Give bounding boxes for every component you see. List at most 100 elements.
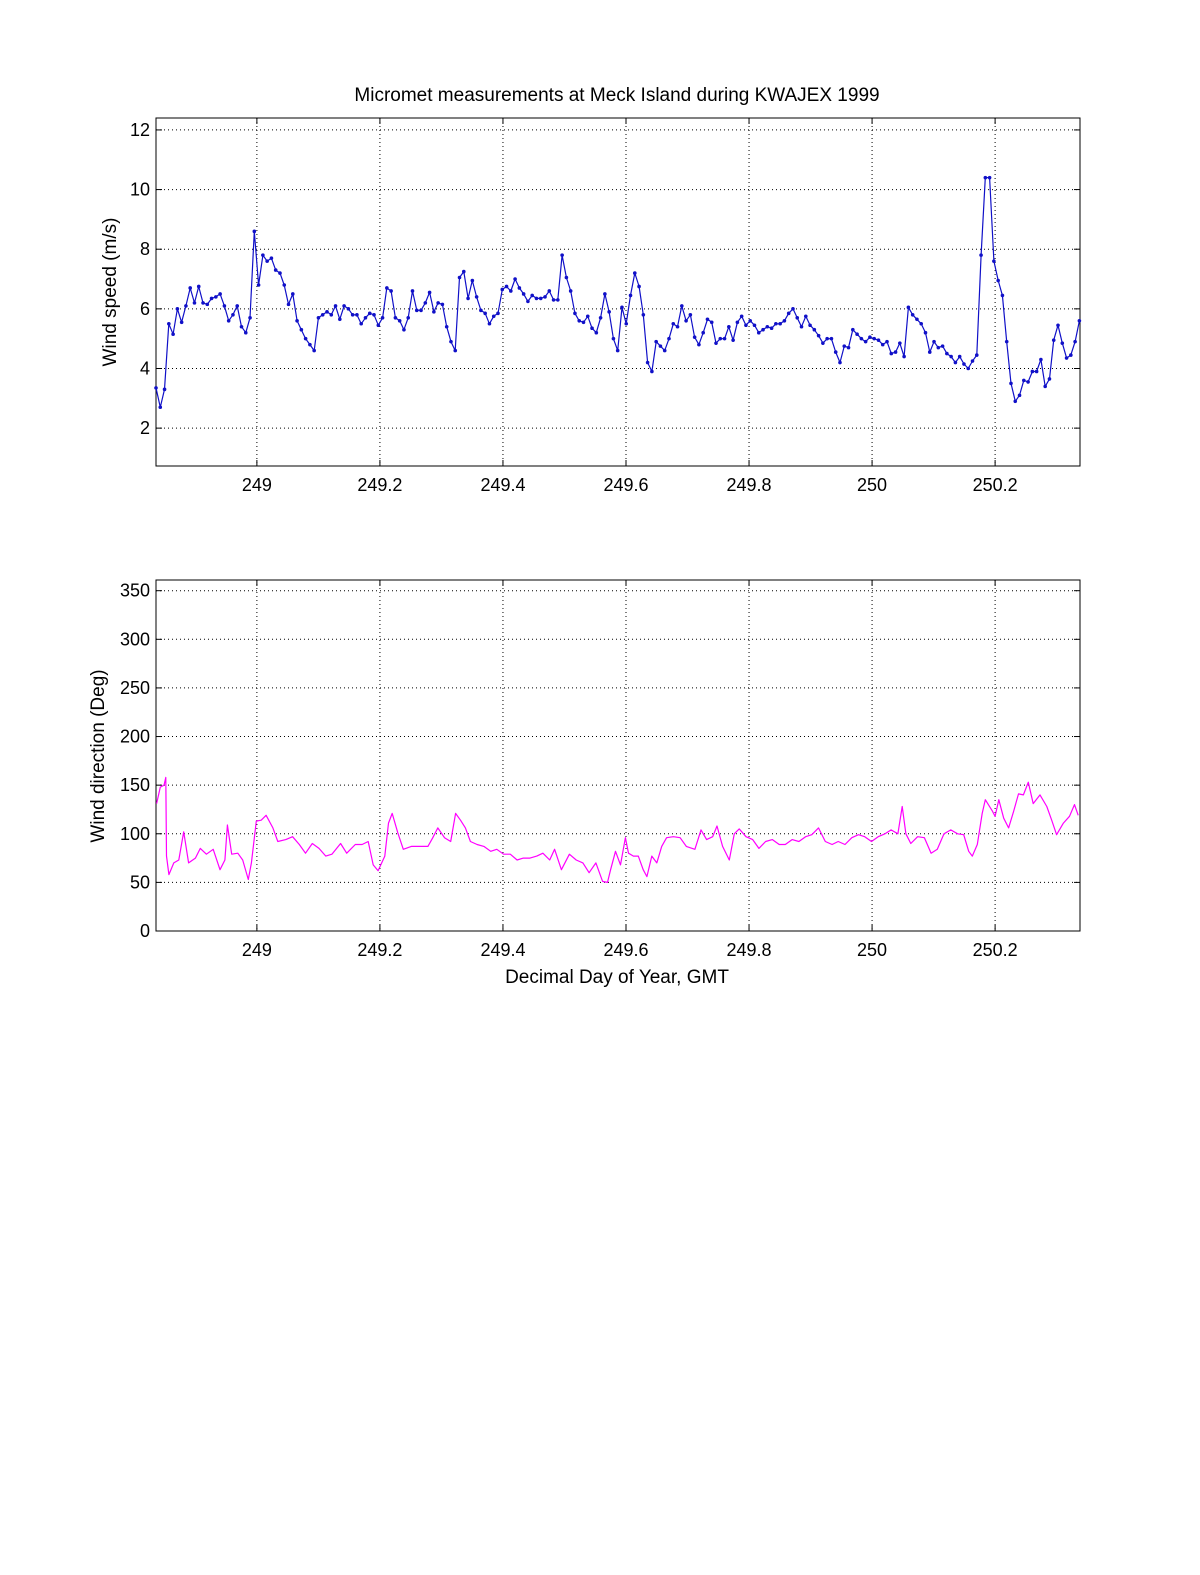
data-point: [256, 283, 261, 287]
data-point: [996, 278, 1000, 283]
x-tick-label: 249.6: [603, 940, 648, 960]
data-point: [179, 320, 184, 325]
data-point: [154, 386, 158, 390]
axes-frame: [155, 579, 1081, 932]
data-point: [987, 175, 992, 180]
data-point: [889, 351, 894, 356]
data-point: [568, 289, 573, 293]
data-point: [803, 314, 808, 319]
data-point: [624, 321, 629, 326]
series-line-wind-speed: [155, 177, 1080, 408]
data-point: [218, 292, 222, 296]
data-point: [825, 336, 829, 341]
data-point: [243, 330, 248, 335]
data-point: [231, 313, 235, 317]
data-point: [1077, 318, 1082, 323]
data-point: [1000, 293, 1005, 298]
data-point: [333, 304, 338, 308]
data-point: [945, 351, 949, 356]
data-point: [278, 271, 282, 275]
data-point: [389, 289, 393, 293]
data-point: [701, 330, 705, 335]
data-point: [718, 336, 723, 341]
data-point: [320, 313, 325, 317]
data-point: [205, 302, 210, 307]
data-point: [1004, 339, 1009, 344]
wind-direction-axes: 249 249.2 249.4 249.6 249.8 250 250.2 0 50 100 150…: [120, 579, 1081, 960]
y-tick-label: 12: [130, 120, 150, 140]
data-point: [1039, 357, 1043, 362]
data-point: [662, 348, 667, 353]
x-tick-label: 250.2: [973, 475, 1018, 495]
data-point: [893, 350, 898, 354]
data-point: [1026, 380, 1030, 384]
data-point: [821, 341, 825, 345]
data-point: [406, 315, 411, 320]
data-point: [564, 275, 569, 280]
data-point: [162, 387, 167, 392]
data-point: [295, 318, 299, 323]
data-point: [927, 350, 932, 354]
data-point: [423, 301, 428, 305]
data-point: [680, 304, 684, 308]
data-point: [581, 320, 586, 325]
data-point: [650, 369, 654, 374]
data-point: [303, 336, 308, 341]
data-point: [671, 321, 676, 326]
data-point: [201, 301, 205, 305]
y-tick-label: 250: [120, 678, 150, 698]
data-point: [915, 317, 919, 322]
data-point: [496, 311, 500, 316]
data-point: [547, 289, 552, 293]
data-point: [342, 304, 346, 308]
chart-title: Micromet measurements at Meck Island dur…: [354, 85, 879, 106]
data-point: [748, 318, 753, 323]
data-point: [816, 333, 821, 338]
data-point: [919, 321, 924, 326]
data-point: [427, 290, 432, 295]
wind-speed-ylabel: Wind speed (m/s): [100, 218, 121, 367]
data-point: [658, 344, 663, 348]
data-point: [992, 259, 996, 263]
data-point: [1043, 384, 1047, 389]
data-point: [983, 175, 988, 180]
data-point: [376, 323, 381, 328]
data-point: [350, 313, 355, 317]
data-point: [192, 301, 197, 305]
data-point: [637, 284, 641, 289]
data-point: [312, 348, 316, 353]
data-point: [791, 307, 795, 311]
data-point: [410, 289, 415, 293]
data-point: [308, 342, 312, 347]
data-point: [744, 323, 748, 328]
data-point: [432, 310, 436, 314]
data-point: [705, 317, 710, 322]
data-point: [949, 354, 953, 359]
y-tick-label: 100: [120, 824, 150, 844]
data-point: [761, 327, 765, 332]
data-point: [470, 278, 475, 283]
data-point: [273, 268, 278, 272]
data-point: [863, 339, 868, 344]
data-point: [397, 318, 402, 323]
data-point: [628, 293, 633, 298]
data-point: [932, 339, 936, 344]
data-point: [346, 307, 351, 311]
data-point: [974, 353, 979, 357]
data-point: [786, 311, 791, 316]
data-point: [543, 295, 547, 299]
data-point: [727, 324, 731, 329]
data-point: [731, 338, 735, 342]
data-point: [444, 324, 449, 329]
x-tick-label: 249.6: [603, 475, 648, 495]
data-point: [538, 296, 543, 301]
data-point: [594, 330, 599, 335]
data-point: [239, 324, 244, 329]
data-point: [1051, 338, 1056, 342]
data-point: [526, 299, 530, 304]
data-point: [688, 313, 693, 317]
data-point: [876, 338, 881, 342]
x-tick-label: 249.2: [357, 475, 402, 495]
y-tick-label: 350: [120, 581, 150, 601]
data-point: [226, 318, 231, 323]
